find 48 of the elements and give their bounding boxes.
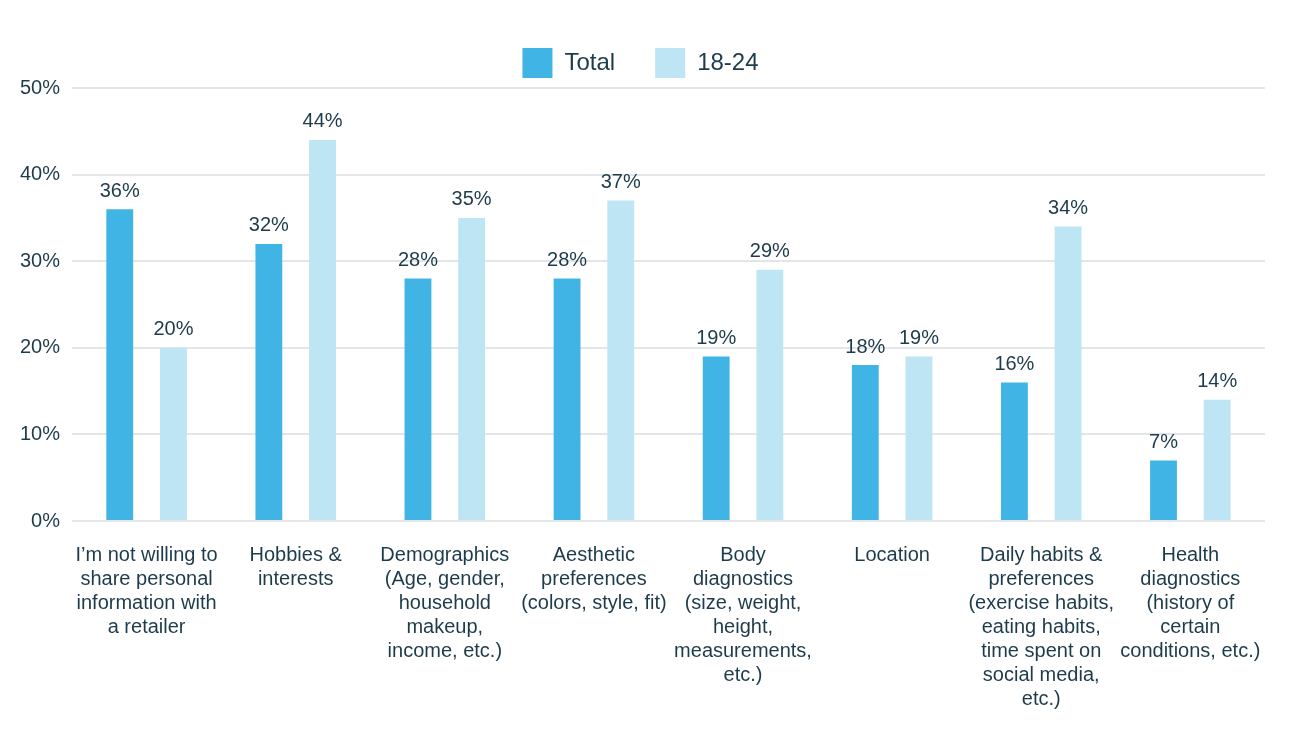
x-tick-label: Aesthetic preferences (colors, style, fit) <box>521 542 667 613</box>
y-tick-label: 50% <box>20 75 61 98</box>
bar <box>255 243 283 520</box>
bar <box>458 217 486 520</box>
bar <box>106 209 134 520</box>
bar <box>905 356 933 520</box>
bar <box>309 139 336 520</box>
data-label: 14% <box>1197 369 1238 392</box>
bar <box>1000 382 1028 520</box>
y-tick-label: 10% <box>20 421 61 444</box>
bar <box>1150 460 1177 520</box>
legend-label: Total <box>564 47 616 75</box>
data-label: 19% <box>898 325 940 348</box>
data-label: 44% <box>302 109 343 132</box>
bar <box>1203 399 1231 520</box>
data-label: 20% <box>153 317 194 340</box>
data-label: 19% <box>696 325 737 348</box>
x-tick-label: Health diagnostics (history of certain conditions, etc.) <box>1120 542 1261 661</box>
x-tick-label: Location <box>854 542 930 565</box>
data-label: 7% <box>1149 429 1179 452</box>
x-tick-label: Daily habits & preferences (exercise habits, eating habits, time spent on social media, etc.) <box>968 542 1115 709</box>
data-label: 16% <box>994 351 1035 374</box>
data-label: 18% <box>845 334 886 357</box>
data-label: 34% <box>1048 196 1089 219</box>
y-tick-label: 0% <box>31 508 61 531</box>
y-tick-label: 30% <box>20 248 61 271</box>
y-tick-label: 20% <box>20 335 61 358</box>
legend-label: 18-24 <box>697 47 759 75</box>
bar <box>607 200 635 520</box>
x-tick-label: Hobbies & interests <box>249 542 343 589</box>
x-tick-label: I’m not willing to share personal information with a retailer <box>75 542 218 637</box>
x-tick-label: Demographics (Age, gender, household makeup, income, etc.) <box>380 542 510 661</box>
bar <box>553 278 581 520</box>
bar <box>160 347 187 520</box>
data-label: 32% <box>248 213 290 236</box>
bar <box>851 365 879 520</box>
data-label: 37% <box>600 170 641 193</box>
bar <box>702 356 730 520</box>
bar <box>1054 226 1082 520</box>
y-tick-label: 40% <box>20 162 61 185</box>
data-label: 28% <box>397 248 439 271</box>
bar <box>756 269 784 520</box>
data-label: 36% <box>99 178 140 201</box>
data-label: 29% <box>749 239 791 262</box>
data-label: 35% <box>451 187 492 210</box>
x-tick-label: Body diagnostics (size, weight, height, measurements, etc.) <box>674 542 812 685</box>
data-label: 28% <box>547 248 588 271</box>
bar <box>404 278 432 520</box>
